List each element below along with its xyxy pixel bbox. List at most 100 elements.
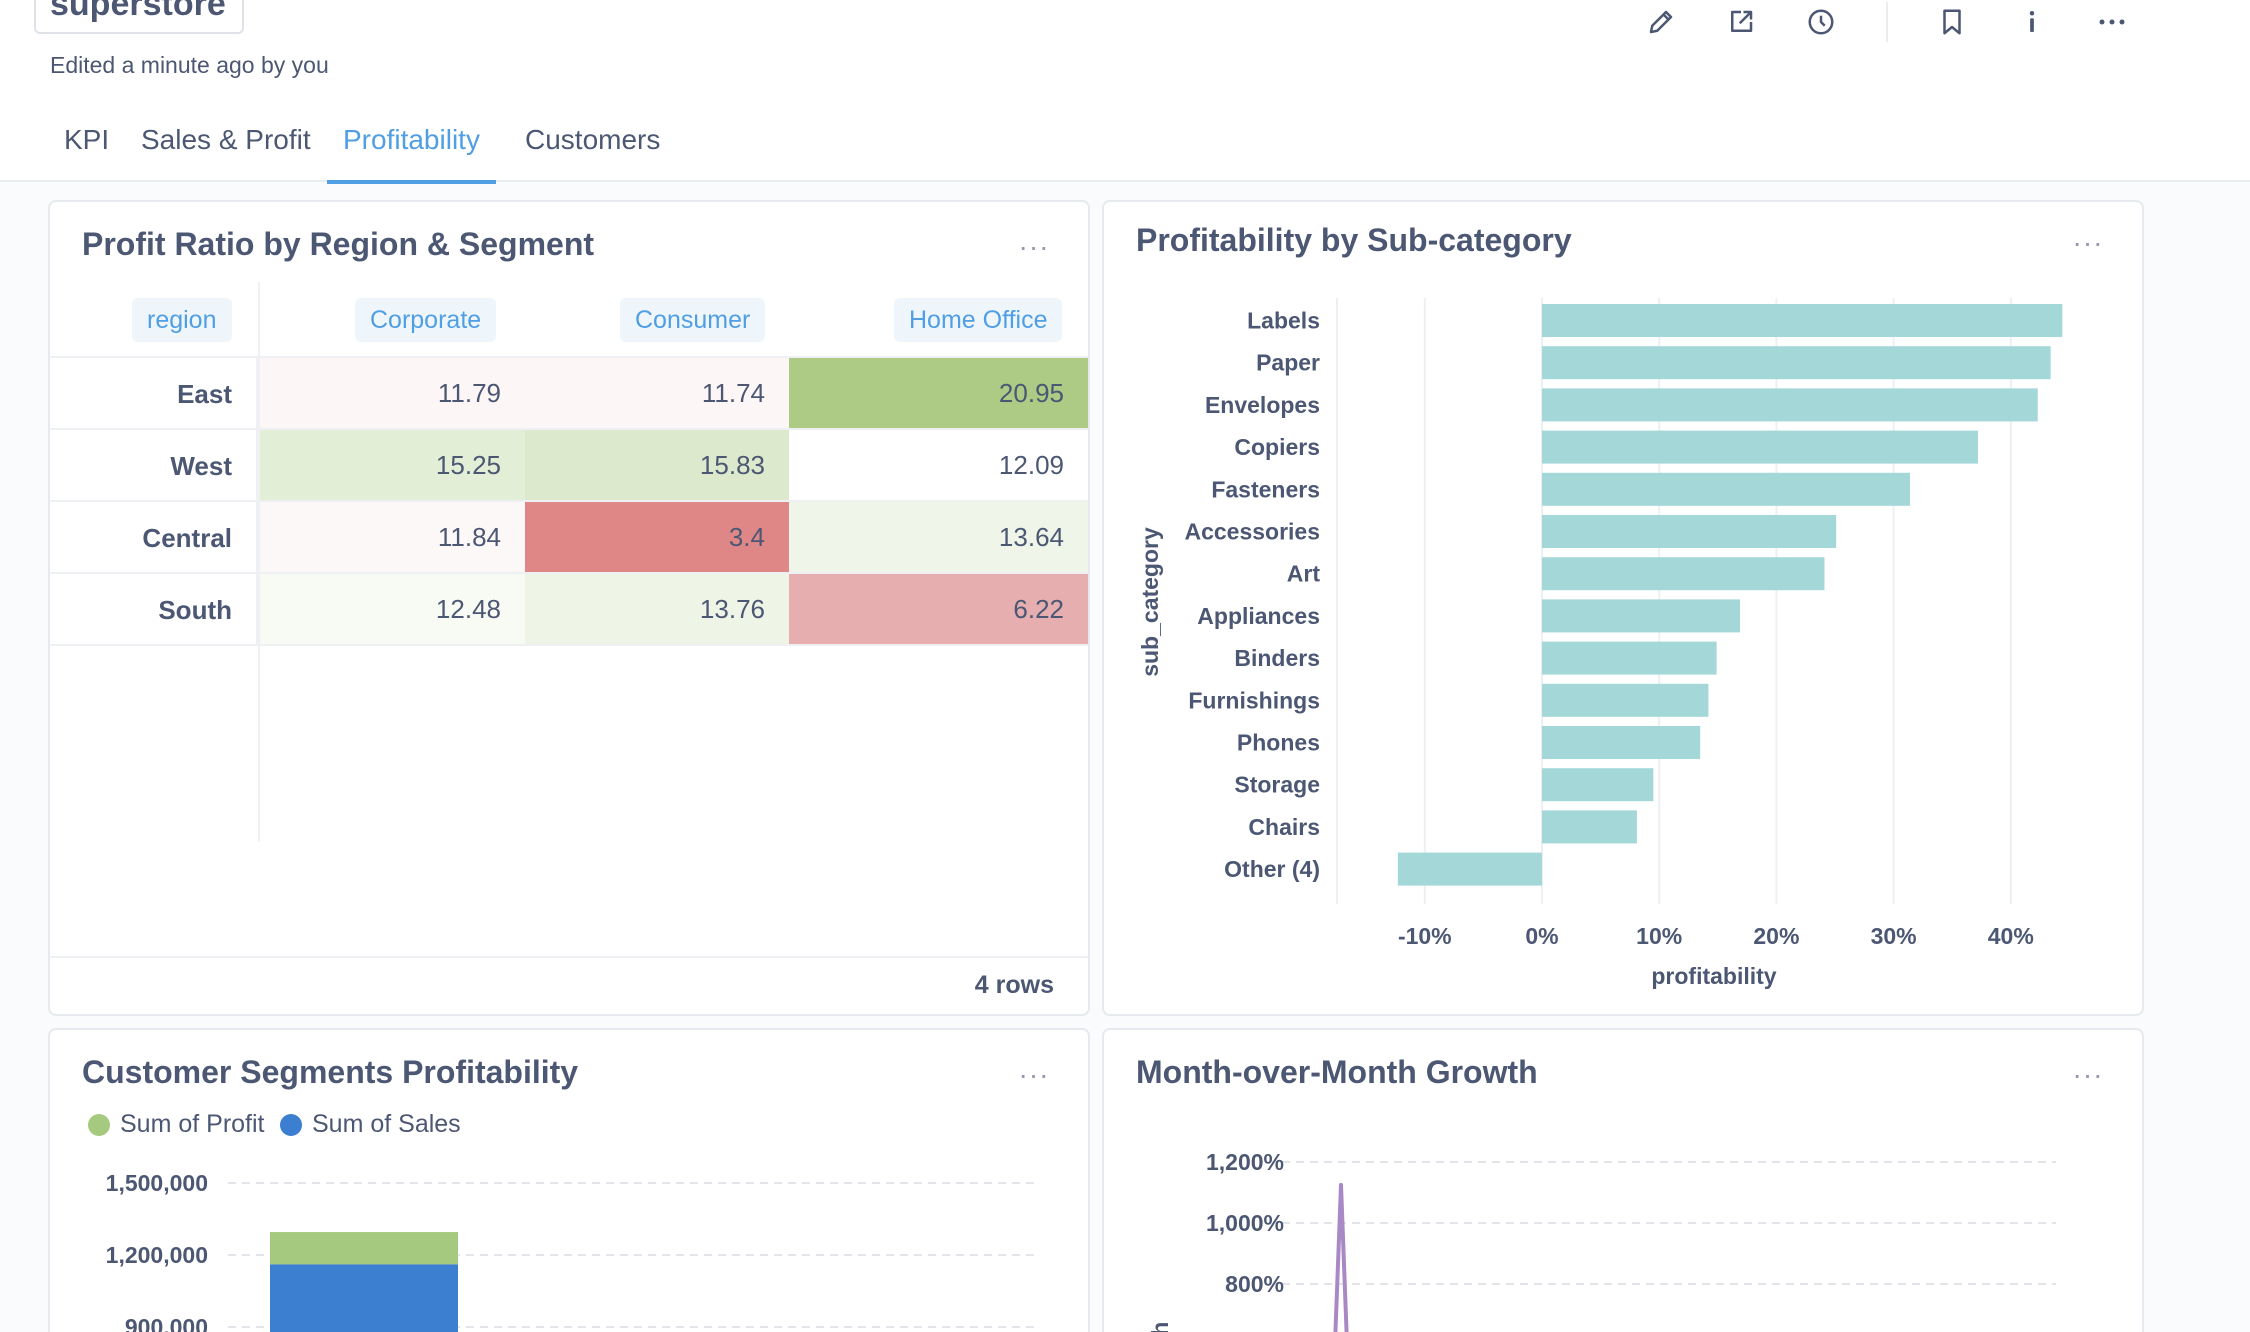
- chart-legend: Sum of Profit Sum of Sales: [88, 1110, 588, 1150]
- bar: [1542, 304, 2063, 337]
- x-tick-label: 40%: [1988, 923, 2034, 949]
- subcategory-card: Profitability by Sub-category ··· -10% 0%…: [1102, 200, 2144, 1016]
- card-title: Profitability by Sub-category: [1136, 222, 1572, 258]
- legend-dot: [280, 1113, 302, 1136]
- y-tick-label: Binders: [1234, 645, 1320, 671]
- y-tick-label: 1,500,000: [106, 1170, 208, 1196]
- bar: [1542, 641, 1717, 675]
- bookmark-icon: [1943, 9, 1961, 35]
- tab-kpi[interactable]: KPI: [64, 124, 110, 155]
- header-consumer[interactable]: Consumer: [620, 298, 766, 342]
- y-tick-label: Furnishings: [1188, 687, 1320, 713]
- dashboard-title-box[interactable]: superstore: [34, 0, 244, 34]
- y-tick-label: 1,200%: [1206, 1149, 1284, 1175]
- card-more-button[interactable]: ···: [1018, 1059, 1050, 1090]
- y-tick-label: 900,000: [125, 1314, 208, 1332]
- x-axis-title: profitability: [1651, 963, 1776, 989]
- dashboard-title[interactable]: superstore: [50, 0, 226, 23]
- tab-customers[interactable]: Customers: [525, 124, 661, 155]
- more-options-button[interactable]: [2092, 2, 2132, 42]
- x-tick-label: 30%: [1871, 923, 1917, 949]
- series-line: [1333, 1182, 1349, 1332]
- table-cell[interactable]: 11.79: [260, 358, 525, 428]
- x-tick-label: 0%: [1525, 923, 1558, 949]
- share-icon: [1731, 10, 1753, 32]
- legend-dot: [88, 1113, 110, 1136]
- row-header: West: [50, 430, 258, 502]
- table-row: South 12.48 13.76 6.22: [50, 574, 1088, 646]
- bookmark-button[interactable]: [1932, 2, 1972, 42]
- card-more-button[interactable]: ···: [2072, 1059, 2104, 1090]
- y-axis-title: growth: [1147, 1322, 1173, 1332]
- y-tick-label: Other (4): [1224, 856, 1320, 882]
- edit-button[interactable]: [1641, 2, 1681, 42]
- footer-divider: [50, 956, 1088, 958]
- legend-item-profit[interactable]: Sum of Profit: [88, 1110, 265, 1139]
- bar: [1542, 683, 1709, 717]
- table-row: East 11.79 11.74 20.95: [50, 358, 1088, 430]
- table-cell[interactable]: 12.48: [260, 574, 525, 644]
- table-cell[interactable]: 12.09: [789, 430, 1088, 500]
- x-tick-label: 20%: [1753, 923, 1799, 949]
- legend-item-sales[interactable]: Sum of Sales: [280, 1110, 461, 1139]
- table-cell[interactable]: 6.22: [789, 574, 1088, 644]
- toolbar-divider: [1886, 2, 1888, 42]
- bar: [1542, 388, 2038, 422]
- info-icon: [2029, 11, 2035, 32]
- table-cell[interactable]: 15.83: [525, 430, 789, 500]
- row-count: 4 rows: [974, 971, 1054, 999]
- table-cell[interactable]: 20.95: [789, 358, 1088, 428]
- revision-history-button[interactable]: [1801, 2, 1841, 42]
- pencil-icon: [1649, 10, 1673, 34]
- y-tick-label: Accessories: [1184, 519, 1320, 545]
- header-home-office[interactable]: Home Office: [894, 298, 1063, 342]
- segments-card: Customer Segments Profitability ··· Sum …: [48, 1028, 1090, 1332]
- y-tick-label: Storage: [1234, 772, 1320, 798]
- x-tick-label: -10%: [1398, 923, 1452, 949]
- clock-icon: [1808, 9, 1834, 35]
- bar-profit: [270, 1232, 458, 1265]
- y-tick-label: Appliances: [1197, 603, 1320, 629]
- y-tick-label: 1,200,000: [106, 1242, 208, 1268]
- bar: [1542, 557, 1825, 591]
- y-axis-title: sub_category: [1137, 527, 1163, 677]
- legend-label: Sum of Sales: [312, 1110, 461, 1138]
- card-more-button[interactable]: ···: [1018, 231, 1050, 262]
- card-title: Profit Ratio by Region & Segment: [82, 226, 595, 262]
- y-tick-label: Fasteners: [1211, 476, 1320, 502]
- bar: [1542, 768, 1654, 802]
- info-button[interactable]: [2012, 2, 2052, 42]
- bar: [1542, 810, 1637, 844]
- table-cell[interactable]: 13.76: [525, 574, 789, 644]
- row-header: South: [50, 574, 258, 646]
- card-title: Customer Segments Profitability: [82, 1054, 579, 1090]
- y-tick-label: Envelopes: [1205, 392, 1320, 418]
- table-cell[interactable]: 3.4: [525, 502, 789, 572]
- table-cell[interactable]: 15.25: [260, 430, 525, 500]
- tab-sales-profit[interactable]: Sales & Profit: [141, 124, 311, 155]
- subcategory-bar-chart: -10% 0% 10% 20% 30% 40% Labels Paper Envelopes Co…: [1137, 298, 2063, 989]
- y-tick-label: Labels: [1247, 308, 1320, 334]
- row-header: Central: [50, 502, 258, 574]
- table-cell[interactable]: 11.84: [260, 502, 525, 572]
- header-region[interactable]: region: [132, 298, 232, 342]
- tab-profitability[interactable]: Profitability: [327, 118, 496, 184]
- bar: [1542, 346, 2051, 380]
- profit-ratio-card: Profit Ratio by Region & Segment ··· reg…: [48, 200, 1090, 1016]
- bar: [1542, 726, 1701, 759]
- legend-label: Sum of Profit: [120, 1110, 265, 1138]
- y-tick-label: Art: [1287, 561, 1321, 587]
- share-button[interactable]: [1721, 2, 1761, 42]
- bar-sales: [270, 1264, 458, 1332]
- header-divider: [50, 356, 1088, 358]
- mom-line-chart: 1,200% 1,000% 800% growth: [1147, 1149, 2056, 1332]
- card-more-button[interactable]: ···: [2072, 227, 2104, 258]
- table-divider: [258, 282, 260, 842]
- bar: [1542, 430, 1978, 464]
- table-row: West 15.25 15.83 12.09: [50, 430, 1088, 502]
- bar: [1397, 852, 1542, 886]
- y-tick-label: Paper: [1256, 350, 1320, 376]
- table-cell[interactable]: 11.74: [525, 358, 789, 428]
- header-corporate[interactable]: Corporate: [355, 298, 497, 342]
- table-cell[interactable]: 13.64: [789, 502, 1088, 572]
